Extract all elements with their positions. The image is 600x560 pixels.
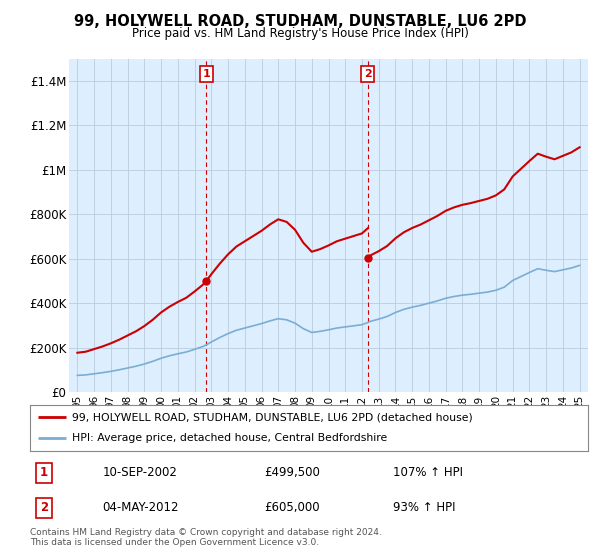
Text: 99, HOLYWELL ROAD, STUDHAM, DUNSTABLE, LU6 2PD (detached house): 99, HOLYWELL ROAD, STUDHAM, DUNSTABLE, L… [72,412,473,422]
Text: 1: 1 [40,466,48,479]
Text: 04-MAY-2012: 04-MAY-2012 [103,501,179,514]
Text: 99, HOLYWELL ROAD, STUDHAM, DUNSTABLE, LU6 2PD: 99, HOLYWELL ROAD, STUDHAM, DUNSTABLE, L… [74,14,526,29]
Text: 1: 1 [202,69,210,79]
Text: HPI: Average price, detached house, Central Bedfordshire: HPI: Average price, detached house, Cent… [72,433,387,444]
Text: Contains HM Land Registry data © Crown copyright and database right 2024.
This d: Contains HM Land Registry data © Crown c… [30,528,382,547]
Text: 93% ↑ HPI: 93% ↑ HPI [392,501,455,514]
Text: £605,000: £605,000 [265,501,320,514]
Text: 2: 2 [40,501,48,514]
Text: 2: 2 [364,69,372,79]
Text: 10-SEP-2002: 10-SEP-2002 [103,466,178,479]
Text: 107% ↑ HPI: 107% ↑ HPI [392,466,463,479]
Text: £499,500: £499,500 [265,466,320,479]
Text: Price paid vs. HM Land Registry's House Price Index (HPI): Price paid vs. HM Land Registry's House … [131,27,469,40]
